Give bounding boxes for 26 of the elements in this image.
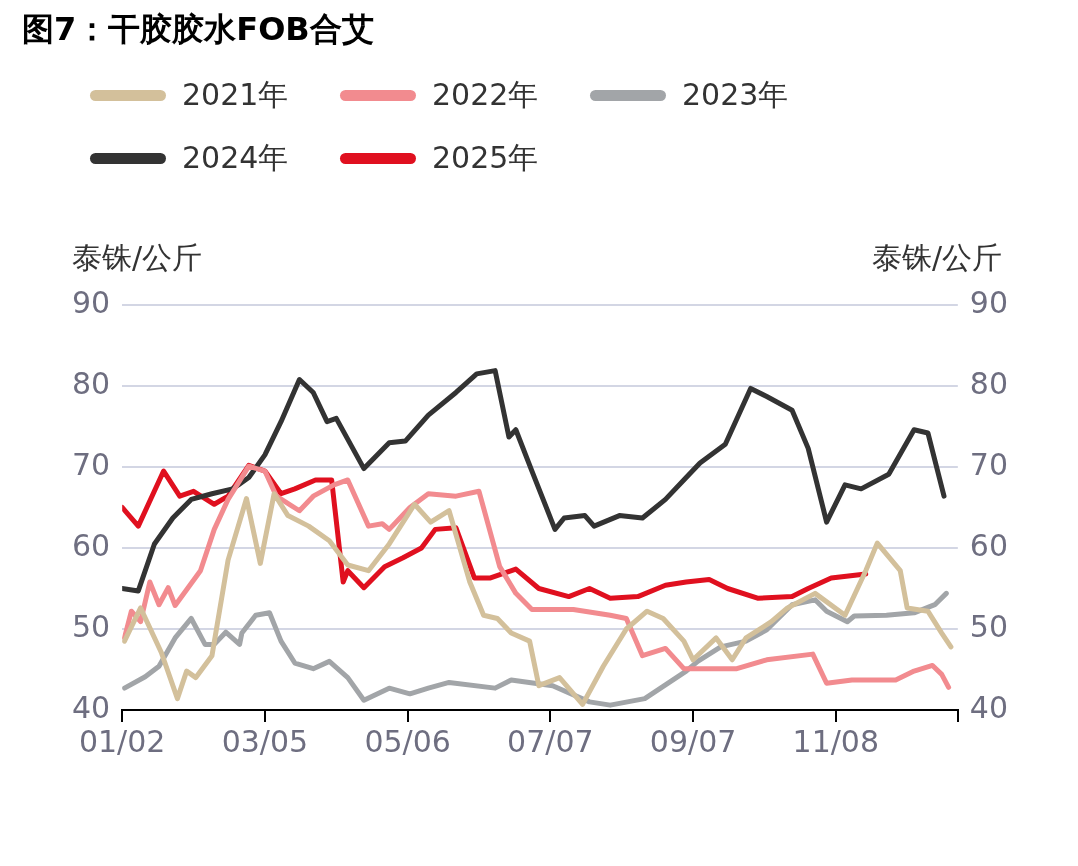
x-tick-label: 07/07	[507, 723, 594, 759]
y-tick-label: 40	[71, 689, 111, 725]
y-tick-label: 50	[71, 608, 111, 644]
y2-tick-label: 90	[969, 284, 1009, 320]
legend-label: 2023年	[682, 76, 789, 114]
y2-tick-label: 50	[969, 608, 1009, 644]
y-axis-title: 泰铢/公斤	[72, 239, 203, 277]
chart-title: 图7：干胶胶水FOB合艾	[22, 9, 374, 50]
x-tick-label: 05/06	[364, 723, 451, 759]
x-tick-label: 03/05	[221, 723, 309, 759]
x-tick-label: 01/02	[78, 723, 166, 759]
x-tick-label: 09/07	[649, 723, 737, 759]
y2-tick-label: 60	[969, 527, 1009, 563]
y-tick-label: 70	[71, 446, 111, 482]
legend-label: 2022年	[432, 76, 539, 114]
y2-tick-label: 40	[969, 689, 1009, 725]
legend-label: 2025年	[432, 139, 539, 177]
y-tick-label: 90	[71, 284, 111, 320]
y-tick-label: 80	[71, 365, 111, 401]
legend-label: 2024年	[182, 139, 289, 177]
y2-axis-title: 泰铢/公斤	[871, 239, 1002, 277]
y-tick-label: 60	[71, 527, 111, 563]
legend-label: 2021年	[182, 76, 289, 114]
y2-tick-label: 70	[969, 446, 1009, 482]
y2-tick-label: 80	[969, 365, 1009, 401]
x-tick-label: 11/08	[792, 723, 880, 759]
